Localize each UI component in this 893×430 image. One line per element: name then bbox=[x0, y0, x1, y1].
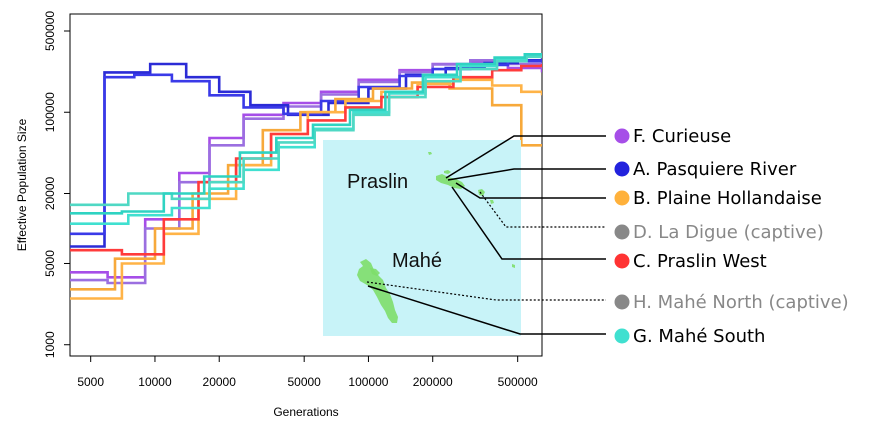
legend-label: A. Pasquiere River bbox=[633, 159, 797, 180]
legend-dot bbox=[614, 190, 630, 206]
small-island-2 bbox=[428, 152, 432, 155]
legend-label: B. Plaine Hollandaise bbox=[633, 188, 822, 209]
legend-label: F. Curieuse bbox=[633, 126, 731, 147]
mahe-north-bit bbox=[370, 268, 380, 276]
mahe-island bbox=[357, 259, 398, 323]
legend-dot bbox=[614, 161, 630, 177]
axes: 5000 10000 20000 50000 100000 200000 500000 100… bbox=[43, 11, 538, 389]
map-label-mahe: Mahé bbox=[392, 250, 442, 272]
legend-dot bbox=[614, 224, 630, 240]
legend-label: H. Mahé North (captive) bbox=[633, 292, 849, 313]
connector-praslin-west bbox=[451, 186, 606, 260]
x-tick-label: 500000 bbox=[498, 375, 538, 389]
series-layer bbox=[70, 53, 542, 300]
y-tick-label: 5000 bbox=[43, 250, 57, 277]
praslin-island bbox=[436, 174, 465, 189]
inset-map: Praslin Mahé bbox=[323, 140, 521, 336]
map-label-praslin: Praslin bbox=[347, 171, 408, 193]
y-tick-label: 20000 bbox=[43, 176, 57, 210]
y-tick-label: 100000 bbox=[43, 92, 57, 132]
x-tick-label: 200000 bbox=[413, 375, 453, 389]
series-line-c-praslin-west-6 bbox=[70, 64, 542, 256]
y-axis-title: Effective Population Size bbox=[15, 118, 29, 251]
x-tick-label: 10000 bbox=[138, 375, 172, 389]
connector-plaine bbox=[455, 182, 606, 199]
small-island-3 bbox=[512, 264, 515, 268]
legend-dot bbox=[614, 253, 630, 269]
connector-pasquiere bbox=[447, 168, 606, 181]
x-axis-title: Generations bbox=[273, 405, 338, 419]
legend-label: G. Mahé South bbox=[633, 326, 765, 347]
connector-curieuse bbox=[445, 135, 606, 179]
legend-dot bbox=[614, 328, 630, 344]
x-tick-label: 20000 bbox=[203, 375, 237, 389]
x-tick-label: 5000 bbox=[77, 375, 104, 389]
legend-dot bbox=[614, 128, 630, 144]
x-tick-label: 100000 bbox=[348, 375, 388, 389]
y-tick-label: 500000 bbox=[43, 11, 57, 51]
legend-dot bbox=[614, 294, 630, 310]
legend: F. Curieuse A. Pasquiere River B. Plaine H… bbox=[614, 126, 849, 347]
connector-mahe-south bbox=[367, 285, 606, 335]
series-line-g-mah-south-9 bbox=[70, 53, 542, 215]
small-island-1 bbox=[490, 200, 494, 204]
ladigue-island bbox=[478, 189, 485, 196]
legend-label: C. Praslin West bbox=[633, 251, 767, 272]
legend-label: D. La Digue (captive) bbox=[633, 222, 824, 243]
x-tick-label: 50000 bbox=[287, 375, 321, 389]
map-background bbox=[323, 140, 521, 336]
y-tick-label: 1000 bbox=[43, 331, 57, 358]
curieuse-island bbox=[444, 170, 451, 174]
series-line-g-mah-south-8 bbox=[70, 55, 542, 207]
connector-lines bbox=[366, 135, 606, 335]
